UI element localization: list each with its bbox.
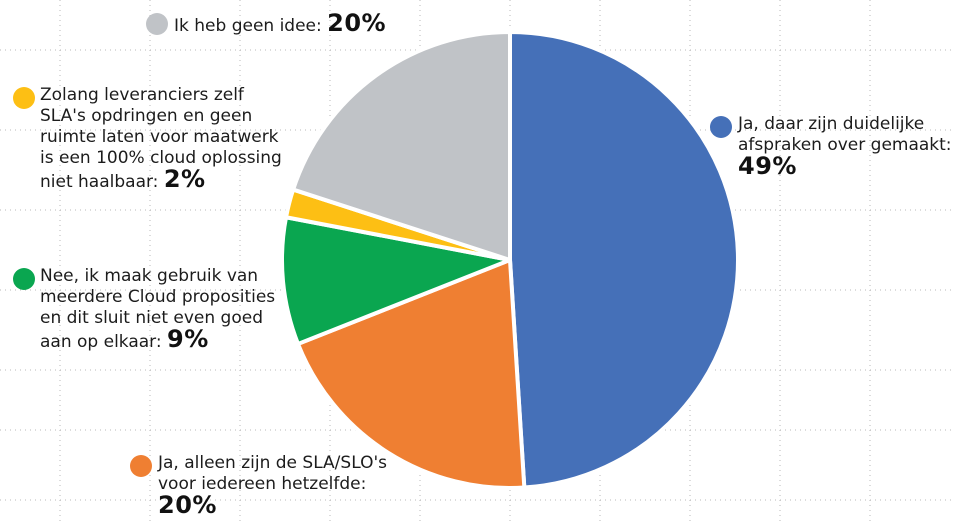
- slice-value-label: 20%: [327, 9, 387, 37]
- pie-slice-1: [296, 258, 527, 490]
- pie-slices: [280, 30, 740, 490]
- slice-value-label: 9%: [167, 325, 209, 353]
- slice-label-nee-meerdere: Nee, ik maak gebruik van meerdere Cloud …: [40, 266, 280, 353]
- slice-label-zolang: Zolang leveranciers zelf SLA's opdringen…: [40, 85, 290, 193]
- pie-slice-2: [280, 215, 512, 346]
- legend-dot-nee-meerdere: [13, 268, 35, 290]
- slice-value-label: 20%: [158, 491, 217, 519]
- slice-value-label: 49%: [738, 152, 797, 180]
- pie-slice-0: [508, 30, 740, 490]
- slice-label-text: Ik heb geen idee:: [174, 16, 322, 36]
- slice-label-ja-hetzelfde: Ja, alleen zijn de SLA/SLO's voor iedere…: [158, 453, 403, 519]
- legend-dot-ja-hetzelfde: [130, 455, 152, 477]
- legend-dot-zolang: [13, 87, 35, 109]
- slice-label-text: Ja, alleen zijn de SLA/SLO's voor iedere…: [158, 453, 387, 494]
- slice-label-text: Zolang leveranciers zelf SLA's opdringen…: [40, 85, 282, 192]
- pie-slice-4: [291, 30, 512, 262]
- legend-dot-geen-idee: [146, 13, 168, 35]
- slice-value-label: 2%: [163, 165, 206, 193]
- slice-label-text: Nee, ik maak gebruik van meerdere Cloud …: [40, 266, 276, 352]
- slice-label-geen-idee: Ik heb geen idee: 20%: [174, 11, 434, 37]
- slice-label-ja-afspraken: Ja, daar zijn duidelijke afspraken over …: [738, 114, 955, 180]
- slice-label-text: Ja, daar zijn duidelijke afspraken over …: [738, 114, 952, 155]
- legend-dot-ja-afspraken: [710, 116, 732, 138]
